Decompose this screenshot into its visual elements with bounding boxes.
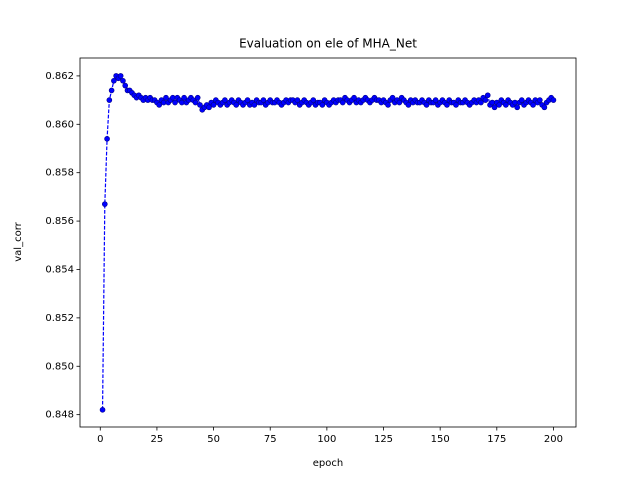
data-point [163,94,169,101]
data-point [233,102,240,108]
data-point [432,97,439,103]
x-tick-label: 25 [151,434,164,445]
x-axis-label: epoch [313,458,343,469]
data-point [478,99,484,106]
y-tick-label: 0.858 [45,168,74,179]
data-point [210,102,217,108]
data-point [310,97,317,103]
data-point [496,102,502,108]
data-point [156,102,162,108]
data-point [244,97,251,103]
data-point [405,102,412,108]
data-point [206,104,212,111]
y-tick-label: 0.862 [45,71,74,82]
data-point [108,87,115,94]
data-point [194,94,201,101]
data-point [192,99,199,106]
x-tick-label: 150 [431,434,450,445]
x-tick-label: 100 [317,434,336,445]
x-tick-label: 200 [544,434,563,445]
data-point [550,97,557,103]
data-point [120,77,126,84]
data-point [453,102,459,108]
data-point [537,97,543,103]
data-point [251,102,258,108]
y-tick-label: 0.850 [45,361,74,372]
y-axis-label: val_corr [13,221,24,261]
data-point [294,97,301,103]
data-point [260,97,267,103]
data-point [222,97,228,103]
x-tick-label: 50 [207,434,220,445]
data-point [484,92,491,99]
y-tick-label: 0.852 [45,313,74,324]
data-point [396,99,403,106]
y-tick-label: 0.860 [45,119,74,130]
plot-frame [79,57,577,428]
y-tick-label: 0.856 [45,216,74,227]
data-point [181,94,187,101]
data-point [518,97,525,103]
data-point [319,102,326,108]
data-point [102,201,108,207]
data-point [503,102,509,108]
data-point [111,77,117,84]
data-point [339,99,346,106]
data-point [423,102,430,108]
data-point [197,102,203,108]
data-point [482,97,489,103]
data-point [104,136,110,142]
data-point [172,99,178,106]
data-point [385,102,391,108]
x-tick-label: 175 [487,434,506,445]
data-line [101,74,554,410]
data-point [491,104,498,111]
data-point [99,407,106,413]
data-point [351,94,357,101]
data-point [541,104,548,111]
x-tick-label: 125 [374,434,393,445]
x-tick-label: 75 [264,434,277,445]
data-point [389,94,396,101]
data-point [106,97,113,103]
y-tick-label: 0.848 [45,410,74,421]
data-point [514,104,521,111]
chart-title: Evaluation on ele of MHA_Net [239,37,417,51]
data-point [444,102,450,108]
x-tick-label: 0 [97,434,103,445]
y-tick-label: 0.854 [45,264,74,275]
data-point [530,102,536,108]
data-point [117,73,124,79]
data-point [122,82,129,89]
